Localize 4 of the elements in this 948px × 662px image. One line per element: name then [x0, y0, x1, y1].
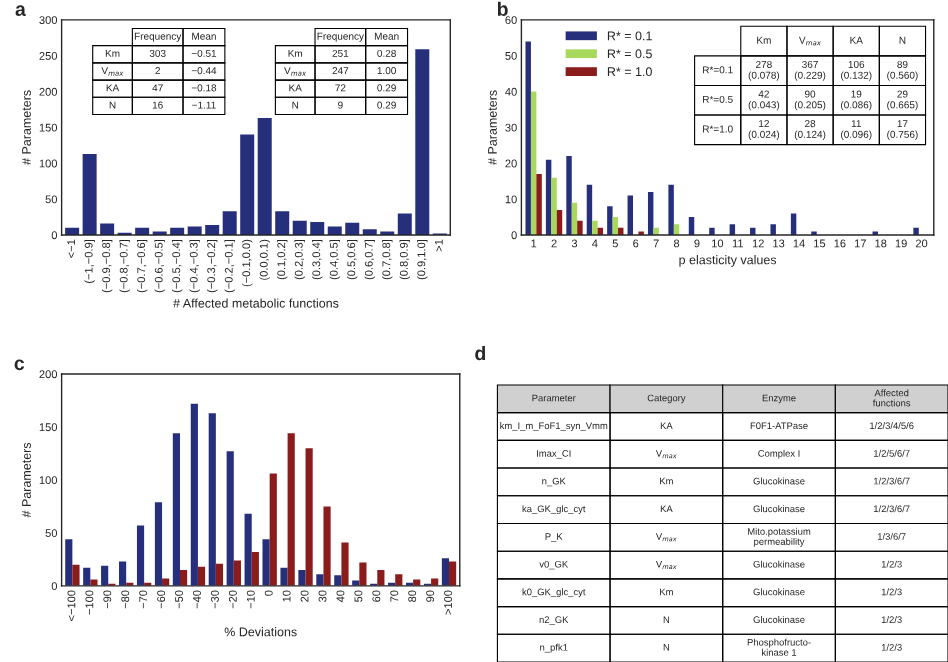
- chart-title: c: [14, 359, 25, 371]
- chart-title: b: [497, 1, 508, 17]
- text: d: [475, 345, 486, 361]
- chart-title: a: [15, 5, 26, 17]
